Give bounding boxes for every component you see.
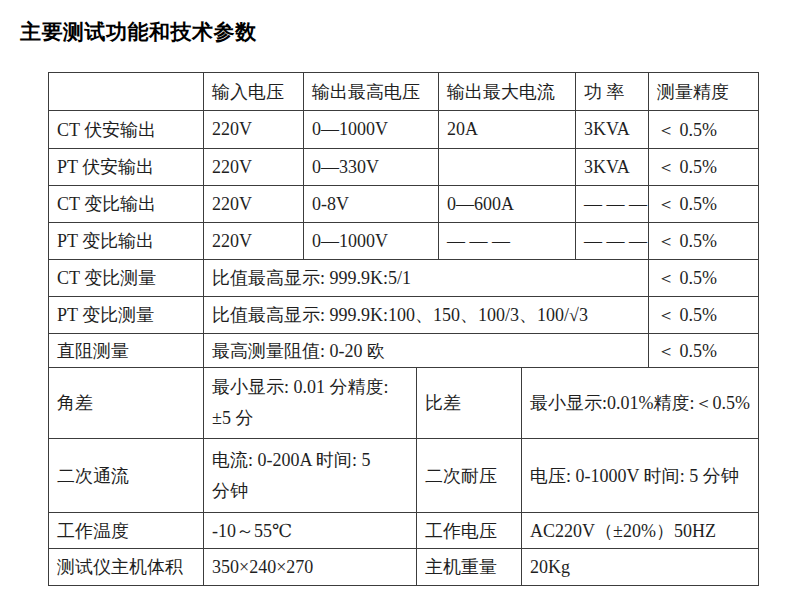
- ct-va-output-max-current: 20A: [439, 111, 576, 149]
- secondary-current-label: 二次通流: [49, 439, 204, 513]
- host-size-label: 测试仪主机体积: [49, 549, 204, 586]
- row-dc-resistance: 直阻测量 最高测量阻值: 0-20 欧 ＜ 0.5%: [49, 334, 759, 368]
- header-corner: [49, 73, 204, 111]
- pt-va-output-label: PT 伏安输出: [49, 149, 204, 186]
- pt-va-output-power: 3KVA: [576, 149, 649, 186]
- ratio-diff-value: 最小显示:0.01%精度:＜0.5%: [522, 368, 759, 439]
- pt-ratio-output-max-current: — — —: [439, 223, 576, 260]
- page-title: 主要测试功能和技术参数: [20, 18, 800, 46]
- row-ct-va-output: CT 伏安输出 220V 0—1000V 20A 3KVA ＜ 0.5%: [49, 111, 759, 149]
- pt-ratio-measure-accuracy: ＜ 0.5%: [649, 297, 759, 334]
- ct-va-output-input-voltage: 220V: [204, 111, 304, 149]
- ct-ratio-output-power: — — —: [576, 186, 649, 223]
- row-ct-ratio-output: CT 变比输出 220V 0-8V 0—600A — — — ＜ 0.5%: [49, 186, 759, 223]
- working-temp-label: 工作温度: [49, 513, 204, 549]
- dc-resistance-accuracy: ＜ 0.5%: [649, 334, 759, 368]
- ct-va-output-power: 3KVA: [576, 111, 649, 149]
- row-working-temp: 工作温度 -10～55℃ 工作电压 AC220V（±20%）50HZ: [49, 513, 759, 549]
- pt-ratio-output-accuracy: ＜ 0.5%: [649, 223, 759, 260]
- row-pt-va-output: PT 伏安输出 220V 0—330V 3KVA ＜ 0.5%: [49, 149, 759, 186]
- ct-va-output-label: CT 伏安输出: [49, 111, 204, 149]
- header-power: 功 率: [576, 73, 649, 111]
- working-voltage-value: AC220V（±20%）50HZ: [522, 513, 759, 549]
- ct-ratio-output-input-voltage: 220V: [204, 186, 304, 223]
- pt-ratio-measure-label: PT 变比测量: [49, 297, 204, 334]
- secondary-withstand-label: 二次耐压: [417, 439, 522, 513]
- working-voltage-label: 工作电压: [417, 513, 522, 549]
- dc-resistance-label: 直阻测量: [49, 334, 204, 368]
- pt-va-output-max-current: [439, 149, 576, 186]
- ct-ratio-measure-accuracy: ＜ 0.5%: [649, 260, 759, 297]
- angle-diff-label: 角差: [49, 368, 204, 439]
- ct-ratio-measure-label: CT 变比测量: [49, 260, 204, 297]
- row-angle-diff: 角差 最小显示: 0.01 分精度: ±5 分 比差 最小显示:0.01%精度:…: [49, 368, 759, 439]
- row-secondary-current: 二次通流 电流: 0-200A 时间: 5 分钟 二次耐压 电压: 0-1000…: [49, 439, 759, 513]
- dc-resistance-value: 最高测量阻值: 0-20 欧: [204, 334, 649, 368]
- ct-va-output-max-voltage: 0—1000V: [304, 111, 439, 149]
- working-temp-value: -10～55℃: [204, 513, 417, 549]
- pt-va-output-accuracy: ＜ 0.5%: [649, 149, 759, 186]
- ct-ratio-output-label: CT 变比输出: [49, 186, 204, 223]
- pt-va-output-input-voltage: 220V: [204, 149, 304, 186]
- secondary-withstand-value: 电压: 0-1000V 时间: 5 分钟: [522, 439, 759, 513]
- row-ct-ratio-measure: CT 变比测量 比值最高显示: 999.9K:5/1 ＜ 0.5%: [49, 260, 759, 297]
- ct-ratio-output-max-current: 0—600A: [439, 186, 576, 223]
- angle-diff-value: 最小显示: 0.01 分精度: ±5 分: [204, 368, 417, 439]
- host-weight-value: 20Kg: [522, 549, 759, 586]
- header-row: 输入电压 输出最高电压 输出最大电流 功 率 测量精度: [49, 73, 759, 111]
- pt-ratio-output-label: PT 变比输出: [49, 223, 204, 260]
- row-pt-ratio-measure: PT 变比测量 比值最高显示: 999.9K:100、150、100/3、100…: [49, 297, 759, 334]
- row-pt-ratio-output: PT 变比输出 220V 0—1000V — — — — — — ＜ 0.5%: [49, 223, 759, 260]
- header-accuracy: 测量精度: [649, 73, 759, 111]
- ratio-diff-label: 比差: [417, 368, 522, 439]
- spec-table: 输入电压 输出最高电压 输出最大电流 功 率 测量精度 CT 伏安输出 220V…: [48, 72, 759, 586]
- ct-ratio-output-max-voltage: 0-8V: [304, 186, 439, 223]
- pt-ratio-output-power: — — —: [576, 223, 649, 260]
- row-host-size: 测试仪主机体积 350×240×270 主机重量 20Kg: [49, 549, 759, 586]
- header-max-output-current: 输出最大电流: [439, 73, 576, 111]
- host-weight-label: 主机重量: [417, 549, 522, 586]
- pt-ratio-output-max-voltage: 0—1000V: [304, 223, 439, 260]
- header-input-voltage: 输入电压: [204, 73, 304, 111]
- header-max-output-voltage: 输出最高电压: [304, 73, 439, 111]
- host-size-value: 350×240×270: [204, 549, 417, 586]
- ct-ratio-measure-value: 比值最高显示: 999.9K:5/1: [204, 260, 649, 297]
- pt-ratio-measure-value: 比值最高显示: 999.9K:100、150、100/3、100/√3: [204, 297, 649, 334]
- secondary-current-value: 电流: 0-200A 时间: 5 分钟: [204, 439, 417, 513]
- ct-ratio-output-accuracy: ＜ 0.5%: [649, 186, 759, 223]
- pt-ratio-output-input-voltage: 220V: [204, 223, 304, 260]
- ct-va-output-accuracy: ＜ 0.5%: [649, 111, 759, 149]
- pt-va-output-max-voltage: 0—330V: [304, 149, 439, 186]
